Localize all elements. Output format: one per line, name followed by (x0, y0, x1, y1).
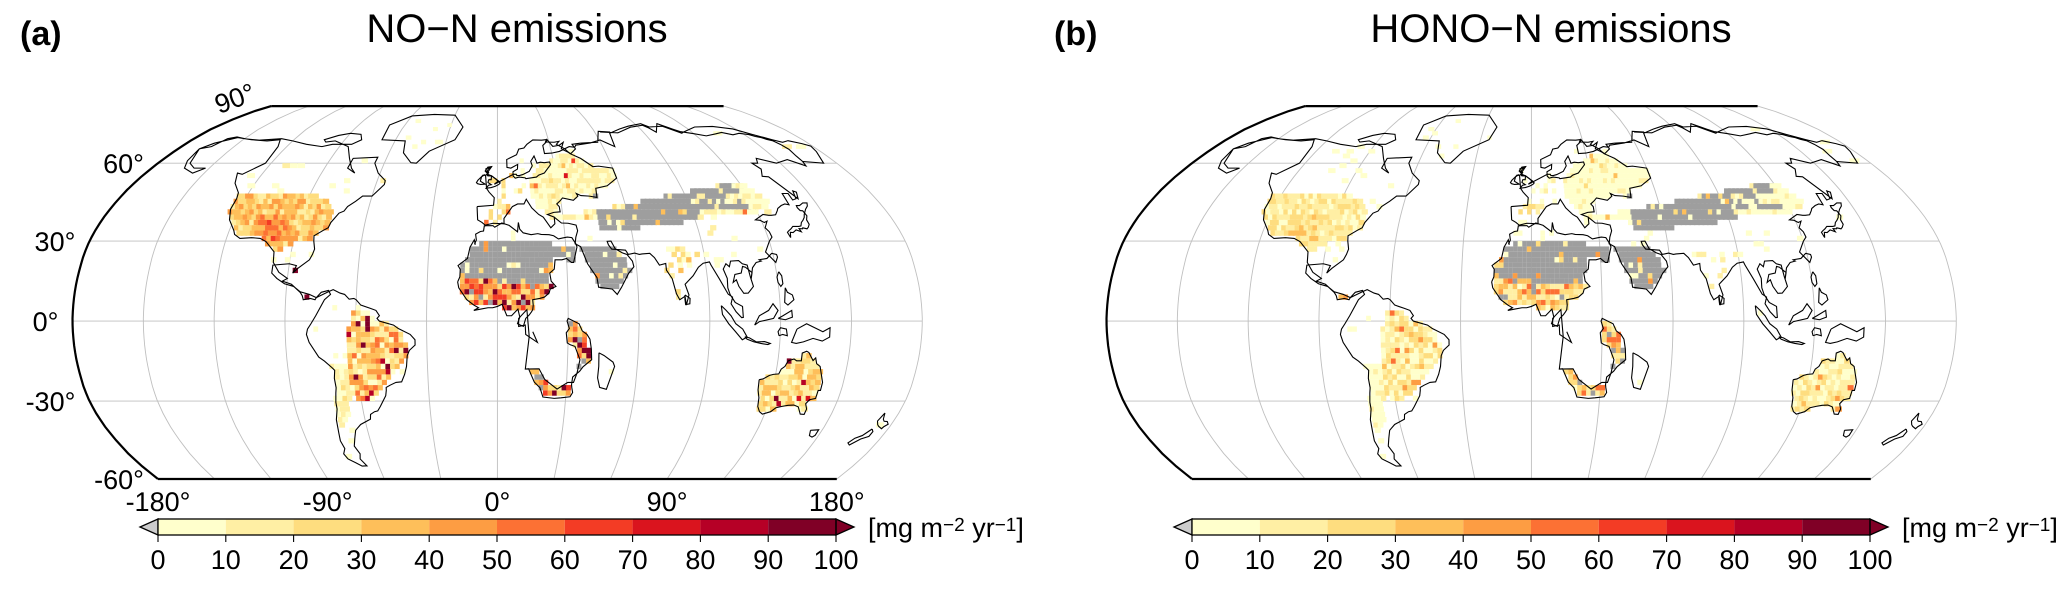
svg-text:50: 50 (1516, 545, 1546, 575)
svg-text:60: 60 (550, 545, 580, 575)
svg-text:90°: 90° (647, 487, 688, 517)
svg-text:90: 90 (753, 545, 783, 575)
svg-text:10: 10 (1245, 545, 1275, 575)
svg-text:NO−N emissions: NO−N emissions (366, 7, 667, 51)
svg-text:-90°: -90° (303, 487, 353, 517)
svg-text:40: 40 (414, 545, 444, 575)
svg-text:0°: 0° (484, 487, 510, 517)
svg-text:40: 40 (1448, 545, 1478, 575)
svg-text:30: 30 (346, 545, 376, 575)
svg-text:60: 60 (1584, 545, 1614, 575)
svg-text:70: 70 (618, 545, 648, 575)
svg-text:0°: 0° (33, 307, 59, 337)
svg-text:180°: 180° (809, 487, 865, 517)
svg-text:10: 10 (211, 545, 241, 575)
svg-text:30°: 30° (35, 227, 76, 257)
svg-text:30: 30 (1380, 545, 1410, 575)
svg-text:-30°: -30° (26, 387, 76, 417)
svg-text:90: 90 (1787, 545, 1817, 575)
svg-text:0: 0 (1184, 545, 1199, 575)
svg-text:50: 50 (482, 545, 512, 575)
svg-text:100: 100 (813, 545, 858, 575)
svg-text:80: 80 (685, 545, 715, 575)
svg-text:80: 80 (1719, 545, 1749, 575)
svg-text:HONO−N emissions: HONO−N emissions (1370, 7, 1731, 51)
svg-text:100: 100 (1847, 545, 1892, 575)
svg-text:20: 20 (279, 545, 309, 575)
svg-text:60°: 60° (103, 149, 144, 179)
svg-text:(b): (b) (1054, 15, 1097, 53)
svg-text:70: 70 (1652, 545, 1682, 575)
svg-text:0: 0 (150, 545, 165, 575)
svg-text:(a): (a) (20, 15, 62, 53)
svg-text:20: 20 (1313, 545, 1343, 575)
svg-text:-180°: -180° (126, 487, 191, 517)
